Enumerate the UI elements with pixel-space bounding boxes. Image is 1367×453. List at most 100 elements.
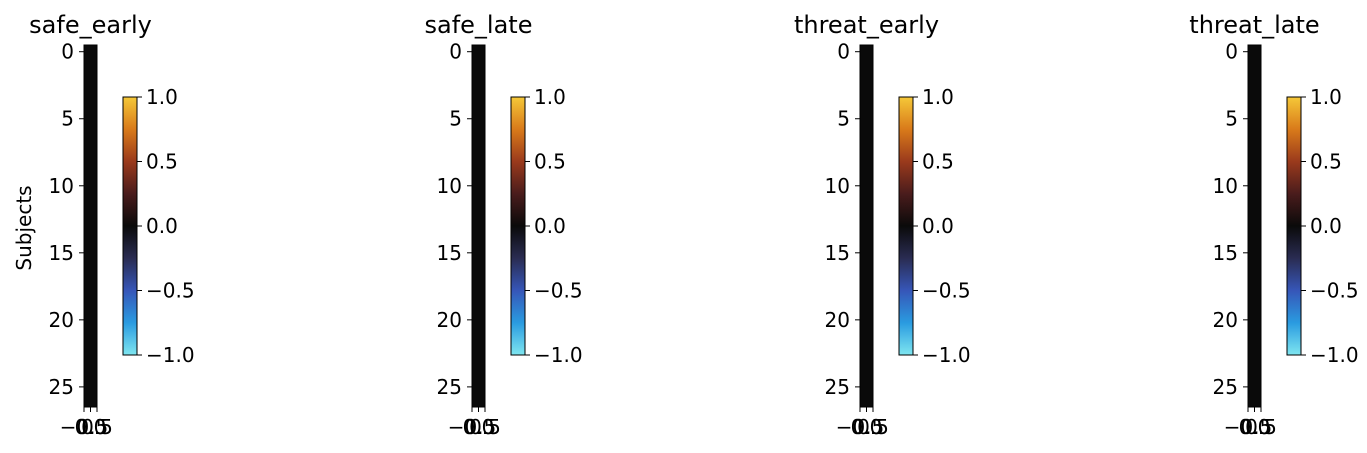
y-tick-label: 10 xyxy=(1213,174,1238,198)
heatmap-cell xyxy=(472,205,485,220)
heatmap-cell xyxy=(472,58,485,73)
heatmap-cell xyxy=(84,380,97,394)
heatmap-cell xyxy=(1248,339,1261,354)
heatmap-cell xyxy=(84,232,97,247)
heatmap-cell xyxy=(472,326,485,341)
heatmap-cell xyxy=(84,205,97,220)
x-tick-label: 0.5 xyxy=(81,415,113,439)
heatmap-cell xyxy=(84,112,97,126)
heatmap-cell xyxy=(1248,125,1261,140)
y-tick-label: 25 xyxy=(437,375,462,399)
colorbar-tick-label: 0.5 xyxy=(922,150,954,174)
colorbar-tick-label: 1.0 xyxy=(146,85,178,109)
colorbar-tick-label: 0.0 xyxy=(146,214,178,238)
heatmap-cell xyxy=(1248,85,1261,100)
y-tick-label: 15 xyxy=(437,241,462,265)
colorbar xyxy=(122,96,138,356)
x-tick-label: 0.0 xyxy=(1239,415,1271,439)
heatmap-cell xyxy=(1248,393,1261,408)
heatmap-cell xyxy=(860,246,873,260)
heatmap-cell xyxy=(860,165,873,180)
panel-title: threat_early xyxy=(794,11,939,39)
heatmap-cell xyxy=(472,98,485,113)
heatmap-cell xyxy=(1248,192,1261,207)
heatmap-cell xyxy=(860,179,873,193)
heatmap-cell xyxy=(860,286,873,301)
heatmap-cell xyxy=(472,85,485,100)
figure-ylabel: Subjects xyxy=(12,185,36,270)
heatmap-cell xyxy=(84,125,97,140)
heatmap-cell xyxy=(1248,98,1261,113)
colorbar-tick-label: −0.5 xyxy=(1310,279,1359,303)
y-tick-label: 20 xyxy=(1213,308,1238,332)
x-tick-label: −0.5 xyxy=(448,415,497,439)
heatmap-cell xyxy=(472,179,485,193)
heatmap-cell xyxy=(84,179,97,193)
heatmap-cell xyxy=(84,326,97,341)
x-tick-label: 0.5 xyxy=(469,415,501,439)
heatmap-cell xyxy=(860,232,873,247)
heatmap-cell xyxy=(860,152,873,167)
heatmap-cell xyxy=(1248,232,1261,247)
heatmap-cell xyxy=(84,286,97,301)
y-tick-label: 25 xyxy=(825,375,850,399)
heatmap-cell xyxy=(1248,152,1261,167)
heatmap-cell xyxy=(472,353,485,368)
heatmap-cell xyxy=(84,353,97,368)
x-tick-label: −0.5 xyxy=(1224,415,1273,439)
colorbar-tick-label: 0.0 xyxy=(1310,214,1342,238)
heatmap-cell xyxy=(472,246,485,260)
heatmap-cell xyxy=(472,152,485,167)
x-tick-label: 0.0 xyxy=(463,415,495,439)
heatmap-cell xyxy=(860,259,873,274)
heatmap-cell xyxy=(472,339,485,354)
heatmap-cell xyxy=(84,259,97,274)
heatmap-cell xyxy=(860,380,873,394)
colorbar-tick-label: 0.0 xyxy=(534,214,566,238)
panel-safe_early: safe_early0510152025−0.50.00.51.00.50.0−… xyxy=(29,11,194,439)
colorbar xyxy=(510,96,526,356)
heatmap-cell xyxy=(84,165,97,180)
y-tick-label: 25 xyxy=(49,375,74,399)
heatmap-cell xyxy=(1248,272,1261,287)
heatmap-cell xyxy=(84,58,97,73)
colorbar-tick-label: 1.0 xyxy=(534,85,566,109)
heatmap-cell xyxy=(860,98,873,113)
heatmap-cell xyxy=(860,339,873,354)
heatmap-cell xyxy=(472,138,485,153)
heatmap-cell xyxy=(472,192,485,207)
heatmap-cell xyxy=(472,219,485,234)
colorbar-tick-label: −1.0 xyxy=(534,343,583,367)
heatmap-cell xyxy=(1248,246,1261,260)
panel-threat_late: threat_late0510152025−0.50.00.51.00.50.0… xyxy=(1189,11,1358,439)
heatmap-cell xyxy=(84,219,97,234)
colorbar-tick-label: −1.0 xyxy=(1310,343,1359,367)
x-tick-label: 0.0 xyxy=(851,415,883,439)
heatmap-cell xyxy=(472,299,485,314)
heatmap-cell xyxy=(1248,112,1261,126)
heatmap-cell xyxy=(472,286,485,301)
heatmap-cell xyxy=(860,326,873,341)
colorbar-tick-label: 0.5 xyxy=(146,150,178,174)
colorbar xyxy=(1286,96,1302,356)
heatmap-cell xyxy=(472,71,485,86)
y-tick-label: 0 xyxy=(1225,40,1238,64)
heatmap-cell xyxy=(84,192,97,207)
x-tick-label: 0.5 xyxy=(1245,415,1277,439)
heatmap-cell xyxy=(472,313,485,327)
panel-title: safe_early xyxy=(29,11,152,39)
heatmap-cell xyxy=(1248,58,1261,73)
heatmap-cell xyxy=(1248,138,1261,153)
heatmap-cell xyxy=(860,219,873,234)
y-tick-label: 10 xyxy=(437,174,462,198)
y-tick-label: 20 xyxy=(49,308,74,332)
heatmap-cell xyxy=(860,313,873,327)
heatmap-cell xyxy=(472,272,485,287)
y-tick-label: 5 xyxy=(1225,107,1238,131)
colorbar-tick-label: 1.0 xyxy=(922,85,954,109)
heatmap-cell xyxy=(84,138,97,153)
heatmap-cell xyxy=(860,58,873,73)
heatmap-cell xyxy=(472,45,485,59)
heatmap-cell xyxy=(1248,71,1261,86)
heatmap-cell xyxy=(84,98,97,113)
